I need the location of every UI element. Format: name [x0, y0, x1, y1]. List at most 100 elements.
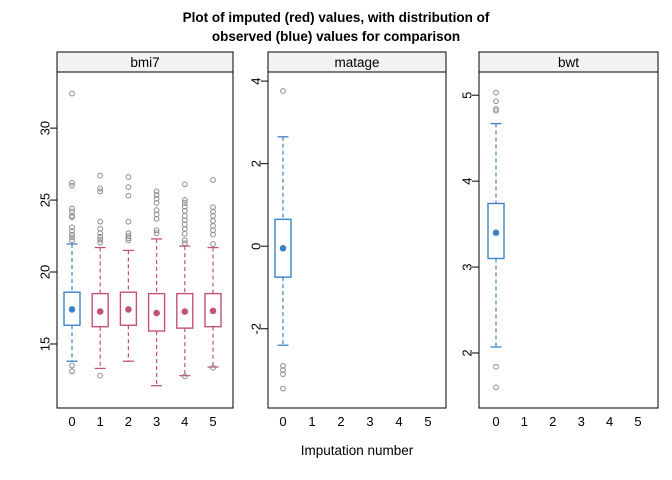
median-dot	[153, 309, 160, 317]
outlier-point	[69, 237, 75, 244]
outlier-point	[97, 239, 104, 246]
y-tick-label-bwt: 5	[460, 92, 475, 99]
y-tick-label-bmi7: 25	[38, 193, 53, 207]
x-tick-label-bwt: 4	[606, 414, 613, 429]
x-tick-label-matage: 0	[279, 414, 286, 429]
panel-strip-label-bmi7: bmi7	[130, 55, 159, 70]
median-dot	[125, 306, 132, 313]
box-bwt-x0	[487, 89, 505, 391]
median-dot	[181, 308, 189, 315]
outlier-point	[69, 231, 75, 238]
median-dot	[492, 229, 500, 236]
outlier-point	[181, 197, 188, 203]
y-tick-label-matage: 0	[249, 243, 264, 250]
outlier-point	[69, 179, 75, 186]
outlier-point	[153, 230, 160, 237]
outlier-point	[493, 363, 499, 370]
outlier-point	[493, 98, 499, 105]
panel-matage: matage -2 0 2 4 0 1 2 3 4 5	[249, 51, 447, 429]
outlier-point	[69, 205, 75, 212]
x-tick-label-bmi7: 3	[153, 414, 160, 429]
x-tick-label-bmi7: 4	[181, 414, 188, 429]
x-tick-label-bmi7: 1	[97, 414, 104, 429]
x-tick-label-bwt: 2	[549, 414, 556, 429]
outlier-point	[153, 188, 160, 195]
outlier-point	[210, 364, 216, 371]
median-dot	[68, 306, 76, 313]
outlier-point	[181, 200, 188, 206]
outlier-point	[153, 215, 160, 222]
y-tick-label-bmi7: 15	[38, 337, 53, 351]
outlier-point	[181, 240, 188, 247]
x-tick-label-bwt: 3	[578, 414, 585, 429]
outlier-point	[125, 192, 132, 199]
median-dot	[279, 244, 287, 252]
y-tick-label-bwt: 3	[460, 263, 475, 270]
outlier-point	[125, 218, 132, 225]
x-tick-label-bwt: 0	[492, 414, 499, 429]
outlier-point	[69, 228, 75, 234]
x-tick-label-bwt: 1	[521, 414, 528, 429]
outlier-point	[69, 234, 75, 241]
y-tick-label-bwt: 2	[460, 349, 475, 356]
chart-title-line2: observed (blue) values for comparison	[211, 28, 461, 44]
x-tick-label-bwt: 5	[634, 414, 641, 429]
outlier-point	[210, 231, 216, 238]
outlier-point	[125, 237, 132, 244]
outlier-point	[153, 200, 160, 206]
box-bmi7-x1	[91, 172, 109, 379]
x-tick-label-matage: 1	[308, 414, 315, 429]
x-tick-label-matage: 5	[424, 414, 431, 429]
box-matage-x0	[274, 88, 292, 392]
outlier-point	[181, 230, 188, 237]
y-tick-label-matage: 4	[249, 77, 264, 84]
outlier-point	[97, 230, 104, 237]
panel-border-bmi7	[56, 71, 234, 409]
outlier-point	[493, 89, 499, 96]
outlier-point	[69, 368, 75, 375]
median-dot	[209, 307, 217, 315]
outlier-point	[493, 107, 499, 114]
outlier-point	[97, 172, 104, 179]
y-tick-label-matage: 2	[249, 160, 264, 167]
outlier-point	[69, 90, 75, 97]
outlier-point	[280, 367, 286, 373]
outlier-point	[97, 236, 104, 243]
panel-border-matage	[267, 71, 447, 409]
outlier-point	[280, 88, 286, 94]
y-tick-label-matage: -2	[249, 323, 264, 335]
x-tick-label-bmi7: 2	[125, 414, 132, 429]
outlier-point	[97, 188, 104, 195]
outlier-point	[153, 192, 160, 198]
panel-strip-label-matage: matage	[334, 55, 379, 70]
box-bmi7-x3	[147, 188, 166, 387]
panel-bwt: bwt 2 3 4 5 0 1 2 3 4 5	[460, 51, 659, 429]
outlier-point	[153, 227, 160, 234]
outlier-point	[125, 235, 132, 242]
box-bmi7-x0	[63, 90, 81, 375]
outlier-point	[181, 237, 188, 244]
chart-title-line1: Plot of imputed (red) values, with distr…	[182, 10, 490, 25]
outlier-point	[125, 184, 132, 191]
outlier-point	[210, 177, 216, 183]
x-tick-label-bmi7: 5	[209, 414, 216, 429]
box-bmi7-x4	[176, 181, 194, 380]
outlier-point	[181, 373, 188, 380]
x-tick-label-matage: 3	[366, 414, 373, 429]
box-bmi7-x2	[119, 174, 138, 362]
outlier-point	[69, 214, 75, 221]
panel-border-bwt	[478, 71, 659, 409]
outlier-point	[69, 362, 75, 369]
outlier-point	[210, 218, 216, 224]
outlier-point	[97, 218, 104, 225]
x-axis-label: Imputation number	[300, 443, 414, 458]
outlier-point	[97, 185, 104, 192]
outlier-point	[280, 371, 286, 378]
x-tick-label-bmi7: 0	[68, 414, 75, 429]
outlier-point	[280, 385, 286, 392]
y-tick-label-bmi7: 20	[38, 265, 53, 279]
outlier-point	[69, 224, 75, 231]
outlier-point	[181, 181, 188, 188]
